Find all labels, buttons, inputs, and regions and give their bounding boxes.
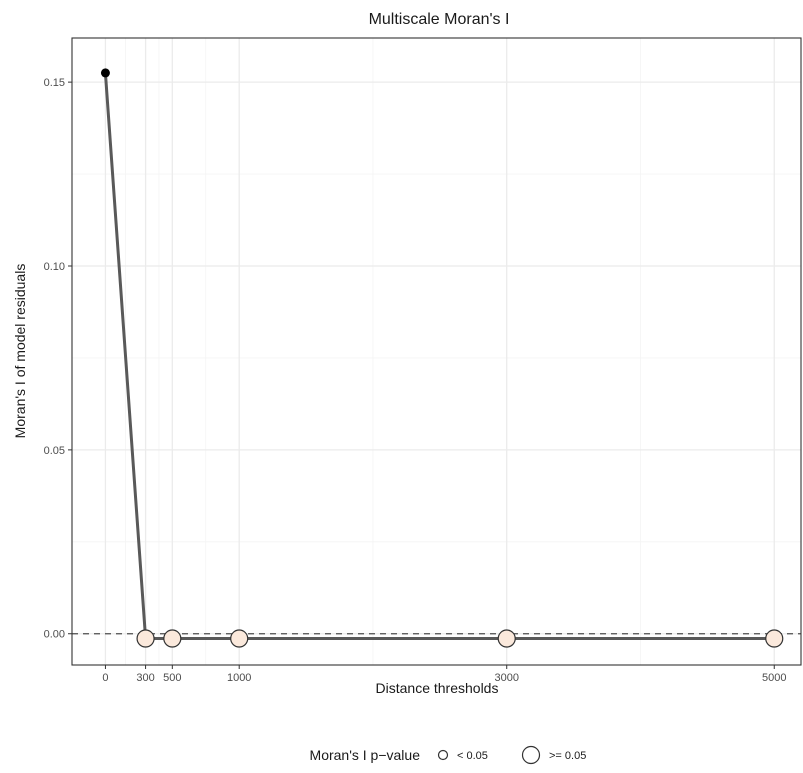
y-tick-label: 0.05 bbox=[44, 445, 65, 457]
x-tick-label: 5000 bbox=[762, 672, 786, 684]
x-axis-label: Distance thresholds bbox=[376, 680, 499, 696]
legend-label-nonsignificant: >= 0.05 bbox=[549, 750, 586, 762]
legend-key-significant bbox=[437, 749, 449, 761]
legend-key-nonsignificant bbox=[521, 745, 541, 765]
data-point-nonsignificant bbox=[230, 629, 249, 648]
data-point-nonsignificant bbox=[497, 629, 516, 648]
chart-title: Multiscale Moran's I bbox=[369, 11, 510, 28]
grid bbox=[72, 38, 801, 665]
line-layer bbox=[103, 72, 775, 640]
series-line bbox=[103, 72, 775, 640]
panel-border bbox=[71, 37, 802, 666]
legend-label-significant: < 0.05 bbox=[457, 750, 488, 762]
x-tick-label: 0 bbox=[102, 672, 108, 684]
x-axis: 0 300 500 1000 3000 5000 bbox=[102, 665, 786, 684]
data-point-nonsignificant bbox=[765, 629, 784, 648]
y-tick-label: 0.00 bbox=[44, 629, 65, 641]
legend-title: Moran's I p−value bbox=[310, 747, 421, 763]
y-tick-label: 0.15 bbox=[44, 77, 65, 89]
data-point-significant bbox=[100, 68, 110, 78]
y-tick-label: 0.10 bbox=[44, 261, 65, 273]
x-tick-label: 500 bbox=[163, 672, 181, 684]
data-point-nonsignificant bbox=[136, 629, 155, 648]
x-tick-label: 3000 bbox=[494, 672, 518, 684]
y-axis-label: Moran's I of model residuals bbox=[12, 264, 28, 439]
data-point-nonsignificant bbox=[163, 629, 182, 648]
legend: Moran's I p−value < 0.05 >= 0.05 bbox=[310, 745, 586, 765]
point-layer bbox=[100, 68, 784, 648]
x-tick-label: 300 bbox=[136, 672, 154, 684]
y-axis: 0.00 0.05 0.10 0.15 bbox=[44, 77, 72, 641]
x-tick-label: 1000 bbox=[227, 672, 251, 684]
